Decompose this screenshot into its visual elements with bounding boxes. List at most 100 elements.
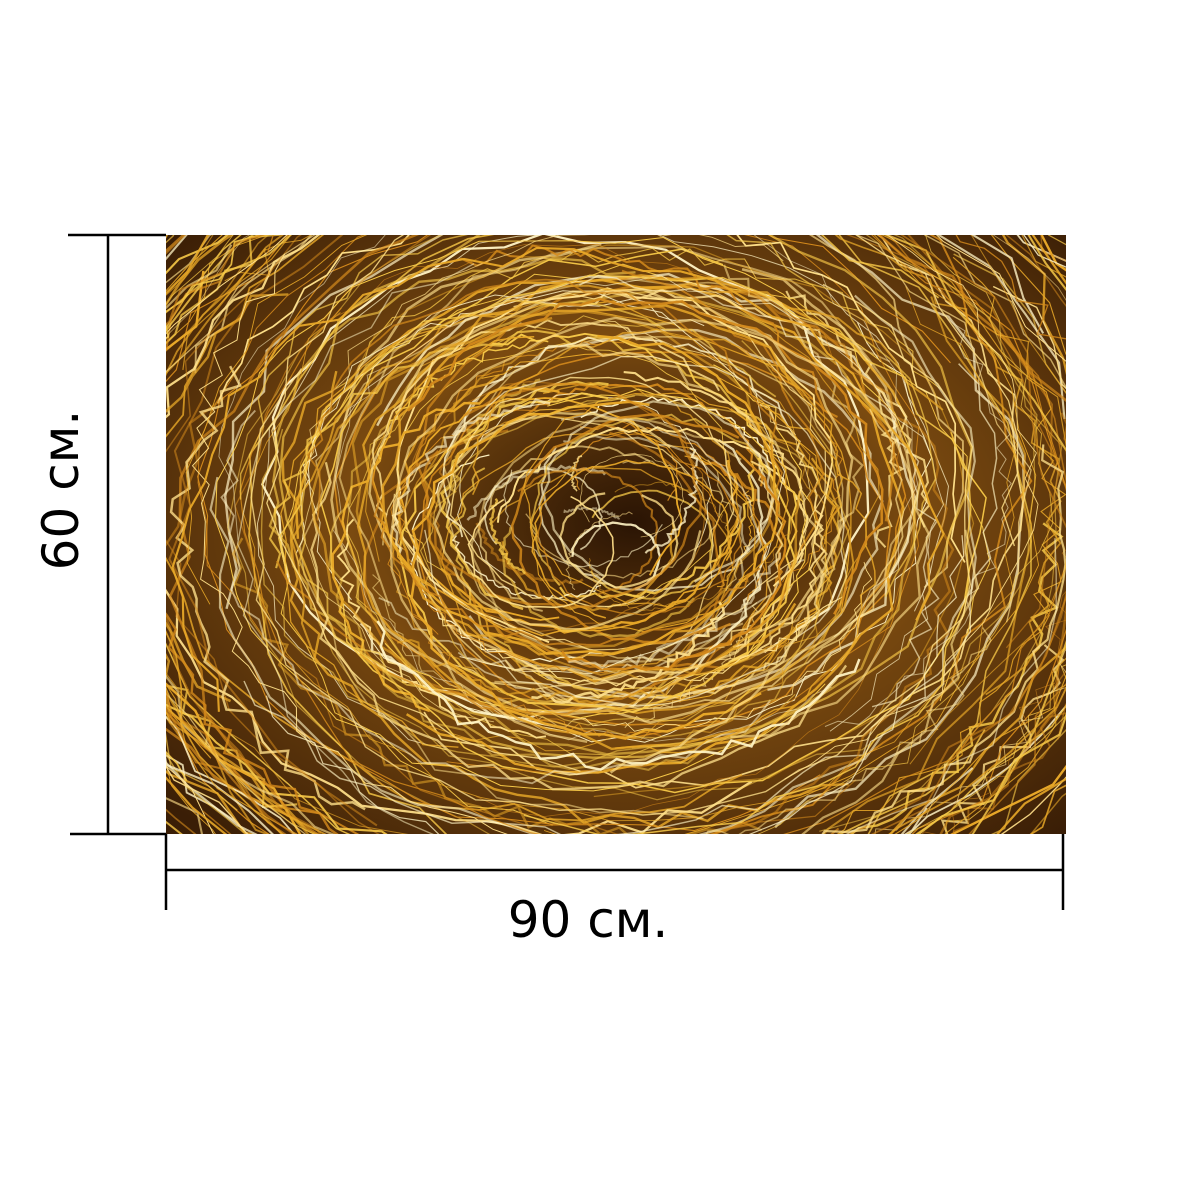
- light-trail: [166, 235, 296, 834]
- light-trail: [234, 235, 1061, 834]
- light-trail: [191, 253, 508, 834]
- light-trail: [517, 467, 659, 596]
- light-trail: [561, 449, 787, 672]
- light-trail: [563, 506, 621, 520]
- light-trail: [328, 243, 915, 817]
- light-trail: [171, 246, 945, 712]
- light-trail: [218, 235, 919, 638]
- light-trail: [327, 393, 742, 772]
- light-trail: [376, 339, 549, 460]
- light-trail: [310, 461, 848, 791]
- light-trail: [278, 235, 973, 759]
- light-trail: [410, 400, 762, 740]
- light-trail: [166, 235, 1066, 389]
- light-trail: [757, 235, 1054, 834]
- light-trail: [579, 274, 940, 708]
- light-trail: [265, 535, 965, 834]
- light-swirl: [166, 235, 1066, 834]
- light-trail: [239, 235, 1066, 834]
- light-trail: [194, 235, 965, 589]
- light-trail: [166, 280, 840, 834]
- light-trail: [420, 382, 703, 608]
- light-trail: [424, 356, 848, 707]
- light-trail: [166, 235, 1066, 834]
- light-trail: [504, 460, 784, 686]
- light-trail: [166, 235, 1032, 834]
- light-trail: [874, 649, 1066, 834]
- light-trail: [449, 244, 838, 418]
- light-trail: [243, 363, 998, 834]
- light-trail: [396, 485, 608, 674]
- light-trail: [166, 235, 1066, 834]
- light-trail: [441, 586, 848, 687]
- light-trail: [166, 235, 1066, 834]
- light-trail: [451, 535, 602, 601]
- light-trail: [250, 283, 974, 816]
- light-trail: [371, 472, 761, 646]
- light-trail: [542, 382, 739, 589]
- light-trail: [537, 454, 742, 616]
- light-trail: [410, 454, 602, 663]
- light-trail: [921, 549, 1066, 834]
- light-trail: [371, 319, 720, 516]
- light-trail: [166, 247, 1033, 834]
- light-trail: [381, 334, 779, 656]
- light-trail: [331, 365, 832, 742]
- light-trail: [525, 459, 724, 579]
- light-trail: [329, 247, 943, 393]
- light-trail: [834, 235, 1062, 696]
- light-trail: [166, 235, 388, 834]
- light-trail: [397, 638, 694, 705]
- light-trail: [849, 522, 1064, 834]
- light-trail: [226, 235, 1063, 834]
- light-trail: [391, 398, 551, 555]
- light-trail: [166, 397, 1066, 834]
- light-trail: [166, 235, 1066, 834]
- light-trail: [475, 522, 584, 585]
- light-trail: [457, 412, 762, 699]
- light-trail: [166, 235, 1033, 834]
- light-trail: [166, 235, 1066, 834]
- light-trail: [197, 235, 920, 774]
- height-label: 60 см.: [32, 410, 90, 571]
- light-trail: [404, 408, 904, 710]
- light-trail: [416, 351, 891, 727]
- light-trail: [302, 235, 784, 723]
- light-trail: [389, 316, 931, 743]
- light-trail: [197, 235, 951, 832]
- light-trail: [529, 413, 781, 587]
- light-trail: [488, 498, 526, 575]
- light-trail: [336, 518, 547, 739]
- light-trail: [306, 278, 783, 521]
- light-trail: [166, 235, 1066, 341]
- light-trail: [166, 235, 743, 822]
- light-trail: [821, 444, 1066, 834]
- light-trail: [277, 274, 972, 834]
- light-trail: [317, 235, 1038, 801]
- light-trail: [570, 455, 583, 492]
- light-trail: [368, 288, 854, 682]
- light-trail: [295, 298, 705, 567]
- light-trail: [216, 235, 966, 563]
- light-trail: [239, 235, 937, 598]
- light-trail: [351, 310, 775, 652]
- light-trail: [236, 263, 1057, 834]
- light-trail: [292, 244, 975, 798]
- light-trail: [491, 467, 734, 673]
- light-trail: [281, 370, 849, 829]
- light-trail: [614, 481, 730, 540]
- light-trail: [166, 235, 1032, 834]
- light-trail: [477, 445, 651, 612]
- light-trail: [166, 235, 1066, 834]
- light-trail: [400, 397, 683, 621]
- light-trail: [266, 235, 1066, 340]
- light-trail: [940, 644, 1065, 834]
- light-trail: [166, 293, 319, 834]
- light-trail: [290, 282, 944, 664]
- light-trail: [529, 455, 756, 633]
- light-trail: [166, 529, 979, 834]
- light-trail: [573, 561, 873, 732]
- light-trail: [565, 511, 633, 591]
